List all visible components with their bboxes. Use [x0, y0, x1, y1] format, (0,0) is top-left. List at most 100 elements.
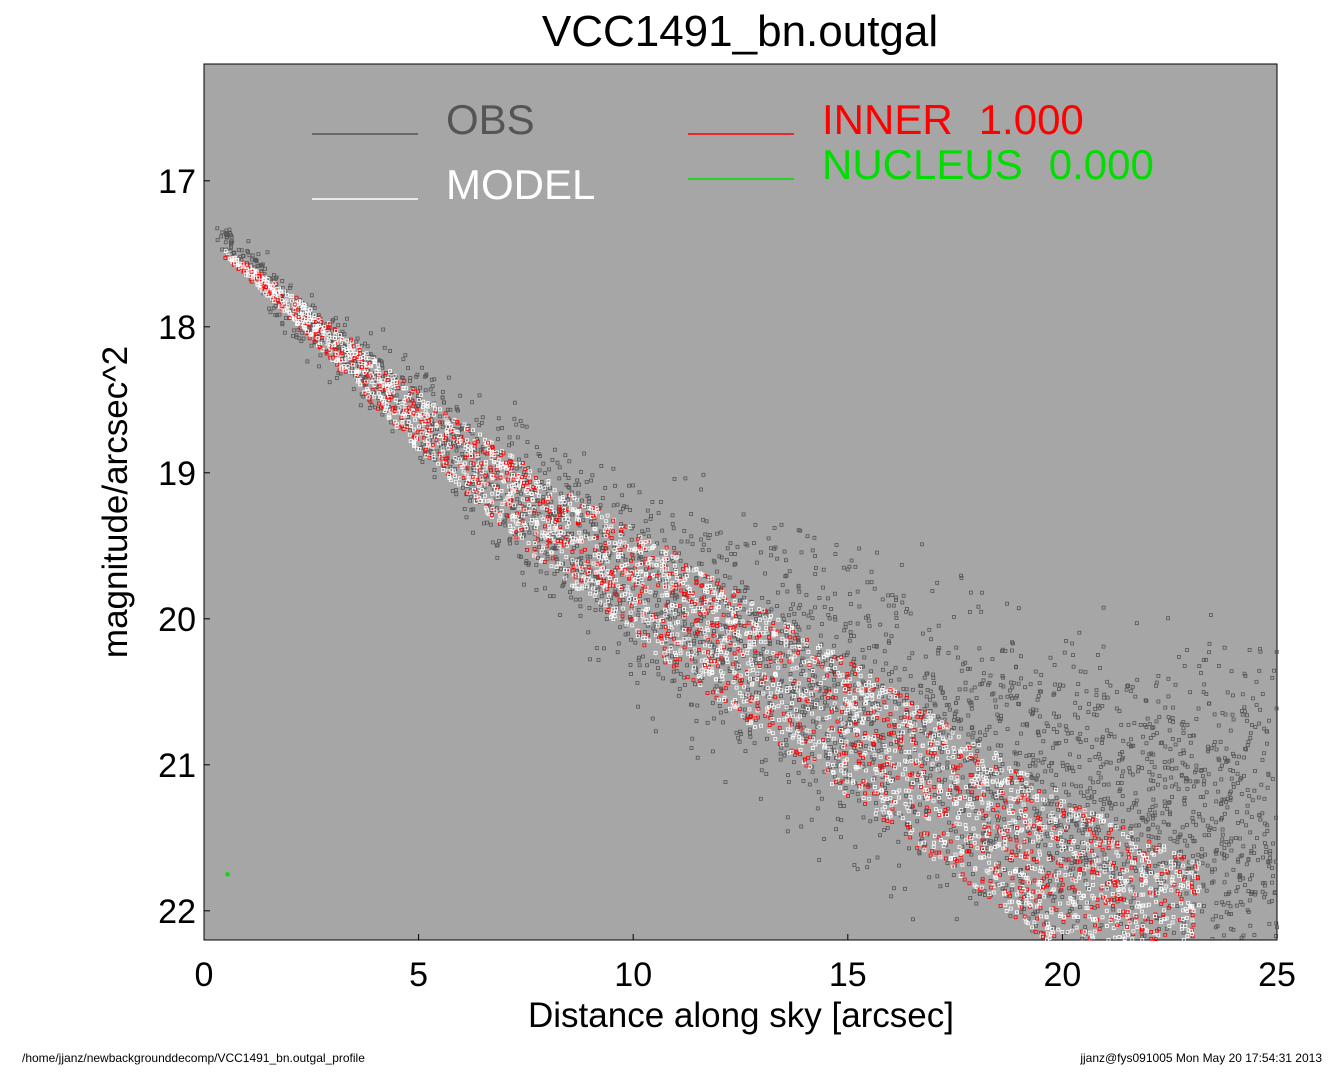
model-point: [664, 577, 669, 582]
model-point: [764, 649, 769, 654]
obs-point: [1130, 684, 1135, 689]
obs-point: [799, 663, 803, 667]
obs-point: [1140, 766, 1144, 770]
obs-point: [721, 720, 725, 725]
obs-point: [579, 513, 584, 518]
obs-point: [440, 390, 445, 394]
obs-point: [1054, 796, 1059, 801]
obs-point: [674, 608, 678, 613]
inner-point: [672, 550, 677, 555]
model-point: [787, 711, 792, 716]
inner-point: [867, 762, 872, 767]
obs-point: [919, 728, 923, 733]
obs-point: [508, 541, 513, 546]
obs-point: [1139, 816, 1144, 820]
obs-point: [848, 620, 853, 625]
obs-point: [1102, 782, 1106, 787]
model-point: [987, 854, 992, 859]
obs-point: [938, 685, 943, 690]
obs-point: [470, 400, 475, 405]
obs-point: [848, 630, 853, 634]
obs-point: [1194, 763, 1199, 768]
obs-point: [599, 594, 604, 599]
obs-point: [497, 539, 502, 543]
model-point: [1006, 808, 1011, 813]
obs-point: [588, 657, 592, 662]
obs-point: [590, 473, 595, 478]
obs-point: [1197, 814, 1202, 819]
model-point: [935, 756, 939, 761]
obs-point: [1060, 895, 1065, 899]
obs-point: [779, 694, 783, 698]
obs-point: [1020, 722, 1025, 727]
model-point: [583, 579, 588, 584]
obs-point: [1078, 705, 1082, 710]
obs-point: [942, 696, 947, 700]
obs-point: [1182, 838, 1187, 843]
obs-point: [280, 278, 285, 283]
obs-point: [1106, 782, 1111, 787]
obs-point: [1268, 851, 1273, 856]
model-point: [1177, 874, 1181, 878]
obs-point: [748, 734, 753, 739]
obs-point: [815, 725, 820, 729]
obs-point: [1101, 864, 1106, 869]
obs-point: [828, 765, 832, 770]
obs-point: [477, 393, 482, 398]
obs-point: [479, 420, 484, 425]
obs-point: [1194, 768, 1199, 773]
model-point: [1129, 848, 1134, 853]
obs-point: [830, 695, 834, 699]
obs-point: [1161, 820, 1166, 825]
model-point: [644, 572, 648, 576]
obs-point: [959, 573, 963, 578]
obs-point: [872, 586, 877, 591]
model-point: [794, 707, 798, 712]
obs-point: [1013, 761, 1018, 766]
model-point: [630, 623, 635, 628]
model-point: [715, 653, 719, 658]
model-point: [647, 638, 651, 643]
obs-point: [1262, 832, 1267, 837]
obs-point: [1055, 730, 1059, 734]
obs-point: [1202, 803, 1207, 808]
obs-point: [1035, 697, 1040, 702]
model-point: [1043, 798, 1048, 803]
obs-point: [420, 442, 425, 447]
obs-point: [929, 637, 933, 642]
model-point: [1004, 909, 1009, 913]
obs-point: [1037, 714, 1042, 719]
model-point: [290, 298, 295, 303]
obs-point: [1031, 758, 1036, 762]
obs-point: [1042, 729, 1047, 734]
model-point: [675, 632, 680, 637]
model-point: [425, 401, 430, 406]
obs-point: [820, 796, 824, 801]
model-point: [874, 767, 879, 771]
model-point: [1129, 875, 1134, 880]
obs-point: [1243, 746, 1247, 751]
model-point: [1025, 772, 1030, 777]
obs-point: [232, 250, 237, 255]
obs-point: [1149, 834, 1154, 839]
obs-point: [990, 657, 995, 661]
obs-point: [1193, 779, 1198, 784]
model-point: [403, 407, 408, 412]
obs-point: [1168, 718, 1172, 723]
model-point: [539, 534, 544, 538]
obs-point: [945, 849, 950, 854]
obs-point: [884, 661, 889, 666]
obs-point: [1224, 840, 1229, 844]
obs-point: [974, 696, 979, 700]
obs-point: [938, 884, 943, 889]
inner-point: [1081, 814, 1086, 818]
obs-point: [1084, 738, 1088, 743]
model-point: [517, 483, 522, 488]
obs-point: [1212, 858, 1217, 863]
obs-point: [563, 502, 567, 507]
obs-point: [676, 612, 681, 617]
obs-point: [1117, 789, 1122, 793]
obs-point: [1170, 737, 1175, 741]
obs-point: [1145, 716, 1150, 721]
obs-point: [1185, 648, 1189, 652]
